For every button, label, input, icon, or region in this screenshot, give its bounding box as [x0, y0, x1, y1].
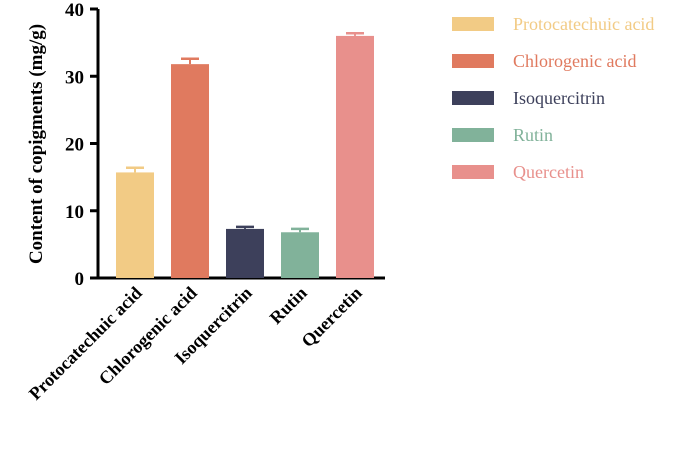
- legend: Protocatechuic acid Chlorogenic acid Isoqu…: [452, 14, 654, 182]
- y-tick-label: 20: [65, 135, 84, 156]
- x-category-label: Quercetin: [297, 283, 365, 351]
- legend-swatch: [452, 165, 494, 179]
- legend-label: Isoquercitrin: [513, 88, 605, 108]
- legend-swatch: [452, 54, 494, 68]
- bar: [171, 64, 209, 279]
- y-tick-label: 30: [65, 67, 84, 88]
- legend-swatch: [452, 128, 494, 142]
- y-ticks: 0 10 20 30 40: [65, 0, 98, 290]
- x-category-label: Rutin: [266, 283, 311, 328]
- bar: [336, 35, 374, 279]
- bar: [281, 232, 319, 278]
- legend-swatch: [452, 17, 494, 31]
- legend-swatch: [452, 91, 494, 105]
- y-tick-label: 0: [75, 269, 85, 290]
- legend-label: Chlorogenic acid: [513, 51, 636, 71]
- legend-label: Rutin: [513, 125, 553, 145]
- y-tick-label: 10: [65, 202, 84, 223]
- bars: [116, 31, 374, 279]
- y-axis-label: Content of copigments (mg/g): [26, 24, 47, 264]
- legend-label: Quercetin: [513, 162, 584, 182]
- legend-label: Protocatechuic acid: [513, 14, 654, 34]
- y-tick-label: 40: [65, 0, 84, 21]
- bar: [226, 228, 264, 278]
- x-category-label: Chlorogenic acid: [95, 283, 201, 389]
- bar: [116, 172, 154, 278]
